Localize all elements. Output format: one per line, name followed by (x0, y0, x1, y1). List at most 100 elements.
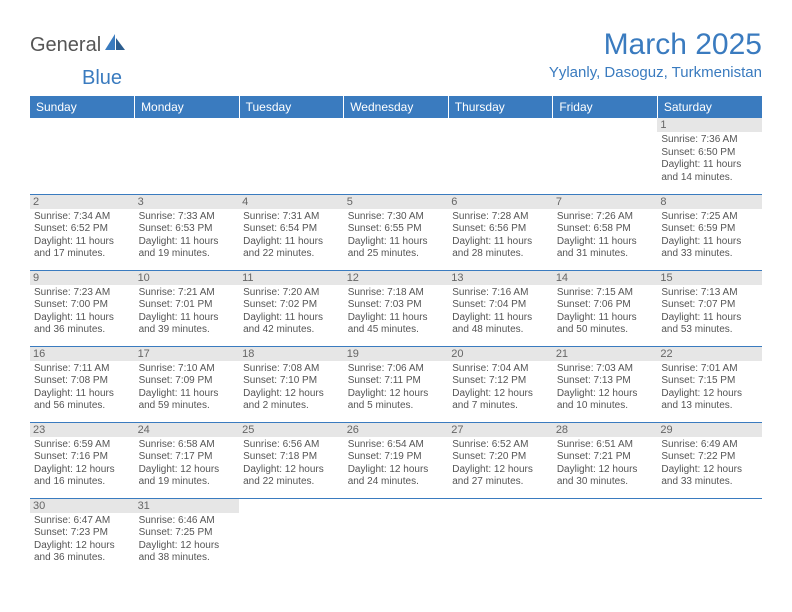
daylight-text: Daylight: 12 hours and 30 minutes. (557, 464, 654, 489)
calendar-cell: 6Sunrise: 7:28 AMSunset: 6:56 PMDaylight… (448, 194, 553, 270)
day-info: Sunrise: 7:11 AMSunset: 7:08 PMDaylight:… (34, 363, 131, 413)
weekday-tuesday: Tuesday (239, 96, 344, 118)
sunrise-text: Sunrise: 6:58 AM (139, 439, 236, 452)
logo-text-blue: Blue (82, 67, 122, 89)
day-info: Sunrise: 7:36 AMSunset: 6:50 PMDaylight:… (661, 134, 758, 184)
page: General March 2025 Yylanly, Dasoguz, Tur… (0, 0, 792, 574)
day-info: Sunrise: 7:26 AMSunset: 6:58 PMDaylight:… (557, 211, 654, 261)
calendar-row: 9Sunrise: 7:23 AMSunset: 7:00 PMDaylight… (30, 270, 762, 346)
calendar-cell: 23Sunrise: 6:59 AMSunset: 7:16 PMDayligh… (30, 422, 135, 498)
day-number: 19 (344, 347, 449, 361)
sunset-text: Sunset: 7:13 PM (557, 375, 654, 388)
sunset-text: Sunset: 6:52 PM (34, 223, 131, 236)
day-number: 8 (657, 195, 762, 209)
day-info: Sunrise: 7:25 AMSunset: 6:59 PMDaylight:… (661, 211, 758, 261)
calendar-cell (344, 498, 449, 574)
day-number: 3 (135, 195, 240, 209)
weekday-row: Sunday Monday Tuesday Wednesday Thursday… (30, 96, 762, 118)
calendar-cell: 15Sunrise: 7:13 AMSunset: 7:07 PMDayligh… (657, 270, 762, 346)
sunset-text: Sunset: 6:54 PM (243, 223, 340, 236)
day-info: Sunrise: 6:49 AMSunset: 7:22 PMDaylight:… (661, 439, 758, 489)
sunrise-text: Sunrise: 7:28 AM (452, 211, 549, 224)
day-number: 12 (344, 271, 449, 285)
day-number: 7 (553, 195, 658, 209)
calendar-cell (553, 118, 658, 194)
day-info: Sunrise: 7:13 AMSunset: 7:07 PMDaylight:… (661, 287, 758, 337)
day-info: Sunrise: 7:16 AMSunset: 7:04 PMDaylight:… (452, 287, 549, 337)
day-info: Sunrise: 6:51 AMSunset: 7:21 PMDaylight:… (557, 439, 654, 489)
day-info: Sunrise: 7:20 AMSunset: 7:02 PMDaylight:… (243, 287, 340, 337)
calendar-cell: 10Sunrise: 7:21 AMSunset: 7:01 PMDayligh… (135, 270, 240, 346)
day-info: Sunrise: 7:18 AMSunset: 7:03 PMDaylight:… (348, 287, 445, 337)
sunrise-text: Sunrise: 7:20 AM (243, 287, 340, 300)
calendar-cell: 30Sunrise: 6:47 AMSunset: 7:23 PMDayligh… (30, 498, 135, 574)
calendar-row: 23Sunrise: 6:59 AMSunset: 7:16 PMDayligh… (30, 422, 762, 498)
sunset-text: Sunset: 7:10 PM (243, 375, 340, 388)
sunrise-text: Sunrise: 7:23 AM (34, 287, 131, 300)
calendar-cell: 3Sunrise: 7:33 AMSunset: 6:53 PMDaylight… (135, 194, 240, 270)
day-number: 23 (30, 423, 135, 437)
sunrise-text: Sunrise: 7:18 AM (348, 287, 445, 300)
sunset-text: Sunset: 6:53 PM (139, 223, 236, 236)
day-info: Sunrise: 7:21 AMSunset: 7:01 PMDaylight:… (139, 287, 236, 337)
day-number: 2 (30, 195, 135, 209)
calendar-cell: 28Sunrise: 6:51 AMSunset: 7:21 PMDayligh… (553, 422, 658, 498)
sunrise-text: Sunrise: 6:49 AM (661, 439, 758, 452)
calendar-cell (448, 118, 553, 194)
sunrise-text: Sunrise: 6:59 AM (34, 439, 131, 452)
day-number: 1 (657, 118, 762, 132)
day-info: Sunrise: 6:56 AMSunset: 7:18 PMDaylight:… (243, 439, 340, 489)
day-number: 24 (135, 423, 240, 437)
daylight-text: Daylight: 12 hours and 7 minutes. (452, 388, 549, 413)
sunrise-text: Sunrise: 7:34 AM (34, 211, 131, 224)
day-info: Sunrise: 7:23 AMSunset: 7:00 PMDaylight:… (34, 287, 131, 337)
sunrise-text: Sunrise: 7:30 AM (348, 211, 445, 224)
day-info: Sunrise: 7:28 AMSunset: 6:56 PMDaylight:… (452, 211, 549, 261)
sunset-text: Sunset: 7:01 PM (139, 299, 236, 312)
weekday-sunday: Sunday (30, 96, 135, 118)
daylight-text: Daylight: 12 hours and 5 minutes. (348, 388, 445, 413)
calendar-cell: 8 Sunrise: 7:25 AMSunset: 6:59 PMDaylight… (657, 194, 762, 270)
sunrise-text: Sunrise: 6:51 AM (557, 439, 654, 452)
sunrise-text: Sunrise: 7:11 AM (34, 363, 131, 376)
day-info: Sunrise: 7:34 AMSunset: 6:52 PMDaylight:… (34, 211, 131, 261)
sunrise-text: Sunrise: 7:16 AM (452, 287, 549, 300)
sunrise-text: Sunrise: 7:01 AM (661, 363, 758, 376)
day-info: Sunrise: 6:54 AMSunset: 7:19 PMDaylight:… (348, 439, 445, 489)
sunset-text: Sunset: 7:12 PM (452, 375, 549, 388)
sunrise-text: Sunrise: 7:36 AM (661, 134, 758, 147)
calendar-cell: 13Sunrise: 7:16 AMSunset: 7:04 PMDayligh… (448, 270, 553, 346)
calendar-cell: 18Sunrise: 7:08 AMSunset: 7:10 PMDayligh… (239, 346, 344, 422)
sunset-text: Sunset: 7:00 PM (34, 299, 131, 312)
sunset-text: Sunset: 6:55 PM (348, 223, 445, 236)
calendar-cell (30, 118, 135, 194)
calendar-row: 1 Sunrise: 7:36 AMSunset: 6:50 PMDaylight… (30, 118, 762, 194)
day-info: Sunrise: 7:04 AMSunset: 7:12 PMDaylight:… (452, 363, 549, 413)
calendar-row: 2Sunrise: 7:34 AMSunset: 6:52 PMDaylight… (30, 194, 762, 270)
calendar-cell: 9Sunrise: 7:23 AMSunset: 7:00 PMDaylight… (30, 270, 135, 346)
daylight-text: Daylight: 11 hours and 56 minutes. (34, 388, 131, 413)
day-info: Sunrise: 7:01 AMSunset: 7:15 PMDaylight:… (661, 363, 758, 413)
daylight-text: Daylight: 12 hours and 27 minutes. (452, 464, 549, 489)
sunset-text: Sunset: 6:56 PM (452, 223, 549, 236)
calendar-cell: 22Sunrise: 7:01 AMSunset: 7:15 PMDayligh… (657, 346, 762, 422)
sunrise-text: Sunrise: 7:21 AM (139, 287, 236, 300)
sunrise-text: Sunrise: 6:56 AM (243, 439, 340, 452)
daylight-text: Daylight: 11 hours and 25 minutes. (348, 236, 445, 261)
daylight-text: Daylight: 12 hours and 36 minutes. (34, 540, 131, 565)
sunrise-text: Sunrise: 7:33 AM (139, 211, 236, 224)
sunrise-text: Sunrise: 7:10 AM (139, 363, 236, 376)
day-info: Sunrise: 6:58 AMSunset: 7:17 PMDaylight:… (139, 439, 236, 489)
calendar-cell: 26Sunrise: 6:54 AMSunset: 7:19 PMDayligh… (344, 422, 449, 498)
calendar-cell: 4Sunrise: 7:31 AMSunset: 6:54 PMDaylight… (239, 194, 344, 270)
daylight-text: Daylight: 11 hours and 59 minutes. (139, 388, 236, 413)
daylight-text: Daylight: 12 hours and 10 minutes. (557, 388, 654, 413)
sunrise-text: Sunrise: 7:26 AM (557, 211, 654, 224)
sunset-text: Sunset: 7:23 PM (34, 527, 131, 540)
sunrise-text: Sunrise: 7:15 AM (557, 287, 654, 300)
calendar-cell: 25Sunrise: 6:56 AMSunset: 7:18 PMDayligh… (239, 422, 344, 498)
sunset-text: Sunset: 7:06 PM (557, 299, 654, 312)
calendar-cell: 12 Sunrise: 7:18 AMSunset: 7:03 PMDayligh… (344, 270, 449, 346)
sunset-text: Sunset: 6:59 PM (661, 223, 758, 236)
sunset-text: Sunset: 7:19 PM (348, 451, 445, 464)
